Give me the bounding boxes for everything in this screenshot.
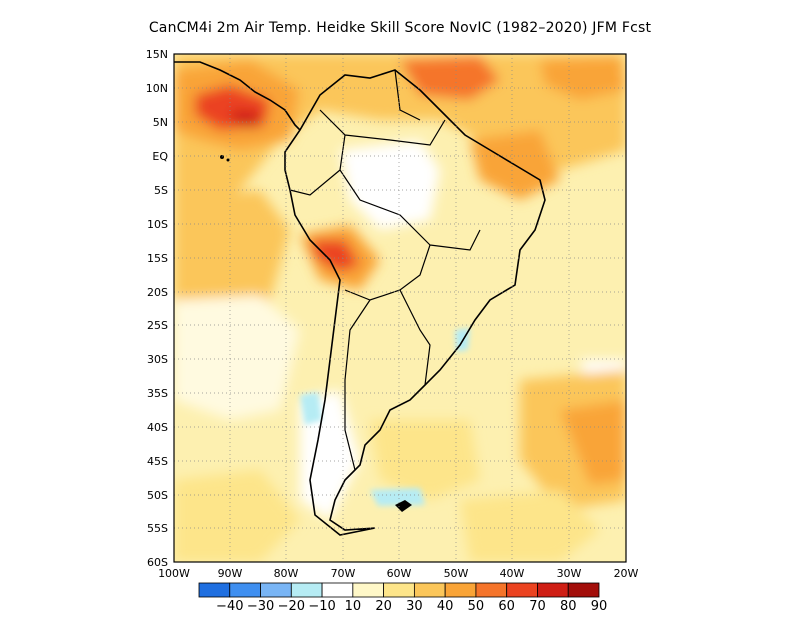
coastline-central-america	[174, 61, 301, 131]
colorbar-label: 50	[468, 599, 485, 614]
colorbar-swatch	[506, 582, 538, 598]
lon-label: 100W	[158, 567, 190, 580]
coastline-south-america	[284, 69, 546, 536]
colorbar-label: 90	[591, 599, 608, 614]
lat-label: 10S	[147, 218, 168, 231]
lat-label: 10N	[146, 82, 168, 95]
colorbar-label: 10	[345, 599, 362, 614]
lat-label: 5N	[153, 116, 168, 129]
lat-label: 50S	[147, 489, 168, 502]
colorbar-swatch	[352, 582, 385, 598]
colorbar-label: −10	[308, 599, 335, 614]
colorbar-label: 60	[498, 599, 515, 614]
colorbar-swatch	[413, 582, 446, 598]
lat-label: 15S	[147, 252, 168, 265]
country-borders	[289, 69, 481, 481]
lon-label: 50W	[444, 567, 469, 580]
colorbar-label: 40	[437, 599, 454, 614]
colorbar-label: 80	[560, 599, 577, 614]
colorbar-swatch	[537, 582, 569, 598]
colorbar-swatch	[383, 582, 415, 598]
lon-label: 90W	[218, 567, 243, 580]
lat-label: 5S	[154, 184, 168, 197]
map-panel	[174, 54, 626, 562]
lat-label: 25S	[147, 319, 168, 332]
colorbar-swatch	[198, 582, 231, 598]
lat-label: 30S	[147, 353, 168, 366]
colorbar-label: −20	[278, 599, 305, 614]
lat-label: 60S	[147, 556, 168, 569]
colorbar-swatch	[567, 582, 600, 598]
colorbar-swatch	[260, 582, 292, 598]
lon-label: 70W	[331, 567, 356, 580]
colorbar-swatch	[290, 582, 323, 598]
lon-label: 40W	[500, 567, 525, 580]
lat-label: 20S	[147, 286, 168, 299]
colorbar-label: −40	[216, 599, 243, 614]
colorbar-swatch	[229, 582, 261, 598]
lon-label: 80W	[274, 567, 299, 580]
lat-label: 45S	[147, 455, 168, 468]
colorbar-label: 30	[406, 599, 423, 614]
lat-label: 35S	[147, 387, 168, 400]
lat-label: 15N	[146, 48, 168, 61]
colorbar: −40 −30 −20 −10 10 20 30 40 50 60 70 80 90	[198, 582, 608, 614]
colorbar-swatch	[475, 582, 508, 598]
map-frame	[173, 53, 627, 563]
lon-label: 60W	[387, 567, 412, 580]
colorbar-label: 20	[375, 599, 392, 614]
latitude-axis: 15N 10N 5N EQ 5S 10S 15S 20S 25S 30S 35S…	[146, 48, 169, 569]
lat-label: 40S	[147, 421, 168, 434]
longitude-axis: 100W 90W 80W 70W 60W 50W 40W 30W 20W	[158, 567, 638, 580]
lat-label: EQ	[152, 150, 168, 163]
map-title: CanCM4i 2m Air Temp. Heidke Skill Score …	[148, 20, 652, 36]
colorbar-label: −30	[247, 599, 274, 614]
colorbar-label: 70	[529, 599, 546, 614]
grid	[174, 54, 626, 562]
colorbar-swatch	[321, 582, 354, 598]
lat-label: 55S	[147, 522, 168, 535]
lon-label: 30W	[557, 567, 582, 580]
lon-label: 20W	[614, 567, 639, 580]
colorbar-swatch	[444, 582, 477, 598]
